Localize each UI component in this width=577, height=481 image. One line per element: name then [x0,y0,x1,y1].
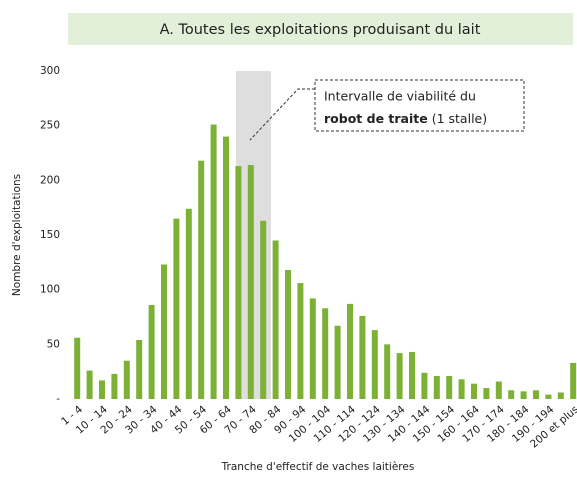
annotation-box [314,79,525,132]
bar [223,136,229,399]
bar [384,344,391,399]
bar [570,362,577,399]
bar [520,391,527,399]
x-axis-label: Tranche d'effectif de vaches laitières [221,461,415,473]
bar [334,325,341,399]
bar [198,160,205,399]
annotation-bold: robot de traite [324,111,428,126]
y-tick-label: - [56,393,60,405]
annotation-line1: Intervalle de viabilité du [324,89,476,104]
bar [161,264,167,399]
bar [322,308,329,399]
bar [86,370,93,399]
bar [347,303,353,399]
bar [309,298,316,399]
bar [260,220,267,399]
bar [272,240,279,399]
title-box [68,13,573,45]
bar [446,376,453,399]
bar [185,208,192,399]
bar [409,351,415,399]
bar [471,383,477,399]
bar [545,394,552,399]
bar [247,165,254,399]
bar [421,372,428,399]
bar [371,330,378,399]
y-tick-label: 100 [40,284,60,296]
bar [483,388,490,399]
bar [458,379,465,399]
annotation-leader [249,88,315,141]
bar [123,360,130,399]
bar [210,124,217,399]
y-tick-label: 150 [40,229,60,241]
y-tick-label: 250 [40,120,60,132]
bar [74,337,81,399]
bar [533,390,539,399]
bar [508,390,515,399]
bar [173,218,180,399]
bar [359,315,366,399]
chart-title: A. Toutes les exploitations produisant d… [160,22,481,38]
bar [136,339,143,399]
bar [235,166,242,399]
y-axis-label: Nombre d'exploitations [11,174,23,296]
y-tick-label: 200 [40,174,60,186]
bar [495,381,502,399]
bar [285,269,291,399]
bar [99,380,105,399]
annotation-line2: robot de traite (1 stalle) [324,111,487,126]
bar [111,373,118,399]
bar [396,353,403,399]
bar [148,304,155,399]
y-tick-label: 50 [47,338,60,350]
bar [297,283,304,399]
y-tick-label: 300 [40,65,60,77]
bar [557,392,564,399]
bar [433,376,440,399]
annotation-rest: (1 stalle) [432,111,487,126]
